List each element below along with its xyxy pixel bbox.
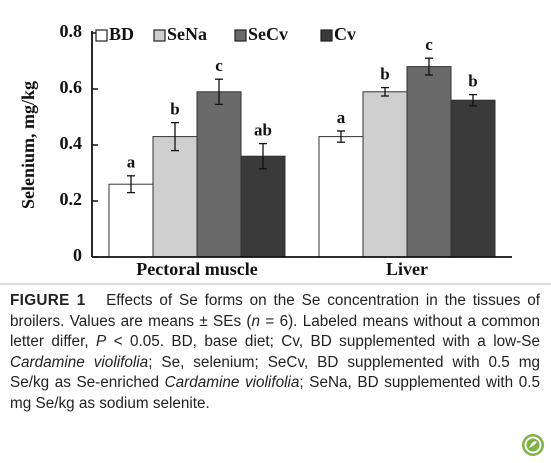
- bar: [318, 136, 364, 258]
- bar: [196, 91, 242, 258]
- y-tick-label: 0.4: [60, 133, 83, 153]
- bar: [152, 136, 198, 258]
- legend-swatch: [153, 29, 166, 42]
- caption-text: = 6). Labeled means without a common let…: [10, 312, 540, 351]
- y-tick-label: 0: [73, 245, 82, 265]
- y-axis-label: Selenium, mg/kg: [18, 81, 38, 209]
- chart: Selenium, mg/kg 0 0.2 0.4 0.6 0.8 Pectoral mu…: [0, 21, 551, 285]
- caption-text: Effects of Se forms on the Se concentrat…: [10, 292, 540, 330]
- legend-swatch: [320, 29, 333, 42]
- y-tick-label: 0.2: [60, 189, 83, 209]
- logo-leaf: [529, 441, 537, 448]
- legend-label: SeNa: [167, 24, 207, 44]
- legend-label: SeCv: [248, 24, 288, 44]
- figure-label: FIGURE 1: [10, 292, 86, 309]
- caption-text: Cardamine violifolia: [10, 353, 149, 371]
- significance-letter: c: [425, 35, 433, 54]
- significance-letter: b: [380, 65, 389, 84]
- bar: [362, 91, 408, 258]
- legend-label: Cv: [334, 24, 356, 44]
- significance-letter: a: [337, 108, 346, 127]
- significance-letter: ab: [254, 121, 272, 140]
- caption-text: P: [96, 333, 107, 350]
- caption-text: ; Se, selenium; SeCv, BD supplemented wi…: [10, 353, 541, 392]
- caption: FIGURE 1 Effects of Se forms on the Se c…: [10, 291, 540, 414]
- logo-ring: [524, 436, 542, 454]
- significance-letter: b: [468, 72, 477, 91]
- x-tick-label: Liver: [386, 259, 428, 279]
- caption-text: n: [251, 312, 261, 330]
- legend-swatch: [234, 29, 247, 42]
- legend-swatch: [95, 29, 108, 42]
- x-tick-label: Pectoral muscle: [136, 259, 257, 279]
- logo-icon: [522, 434, 544, 456]
- y-tick-label: 0.8: [60, 21, 83, 41]
- bar: [406, 66, 452, 258]
- caption-text: < 0.05. BD, base diet; Cv, BD supplement…: [106, 333, 540, 350]
- caption-text: Cardamine violifolia: [164, 374, 300, 391]
- significance-letter: c: [215, 56, 223, 75]
- bar: [108, 183, 154, 258]
- significance-letter: b: [170, 100, 179, 119]
- bar: [240, 155, 286, 258]
- y-tick-label: 0.6: [60, 77, 83, 97]
- caption-text: ; SeNa, BD supplemented with 0.5 mg Se/k…: [10, 374, 540, 412]
- legend-label: BD: [109, 24, 134, 44]
- significance-letter: a: [127, 153, 136, 172]
- bar: [450, 99, 496, 258]
